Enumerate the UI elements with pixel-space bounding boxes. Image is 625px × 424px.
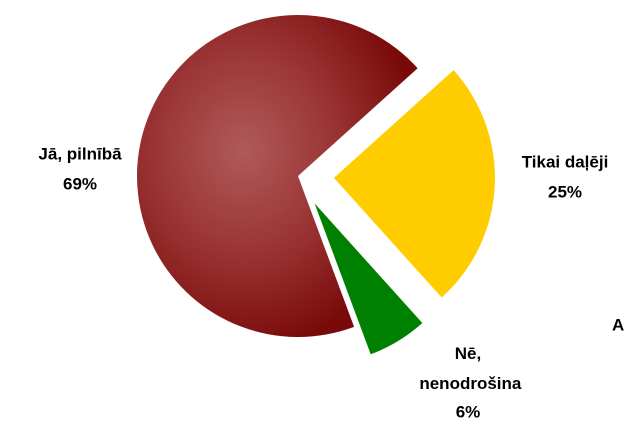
slice-label: Nē, nenodrošina (415, 344, 522, 393)
slice-label: Jā, pilnībā (38, 144, 122, 163)
annotation: A (612, 315, 624, 334)
slice-label: Tikai daļēji (522, 152, 609, 171)
value-label: 25% (548, 182, 582, 201)
pie-slice (136, 14, 418, 337)
value-label: 69% (63, 174, 97, 193)
pie-slice (333, 70, 495, 298)
pie-slice (314, 203, 423, 355)
value-label: 6% (456, 402, 481, 421)
label-line: Nē, (455, 344, 481, 363)
label-line: nenodrošina (415, 374, 522, 393)
